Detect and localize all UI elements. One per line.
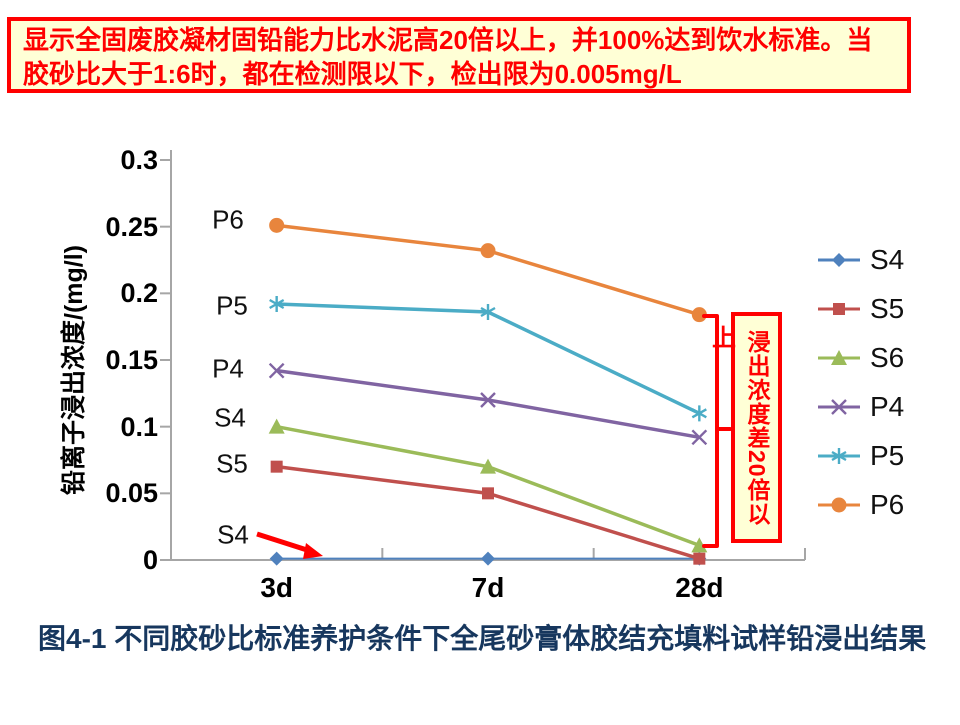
marker-square [833,303,845,315]
series-line-S5 [276,464,700,561]
red-arrow-head [303,543,323,559]
legend-marker-icon [818,497,860,513]
series-point-label: P5 [216,290,248,321]
marker-asterisk [480,304,496,320]
marker-circle [831,497,847,513]
marker-asterisk [831,448,847,464]
marker-circle [269,217,285,233]
y-tick-label: 0.3 [120,145,158,175]
x-category-label: 7d [471,572,505,603]
legend-item-S5: S5 [816,293,904,325]
marker-asterisk [691,405,707,422]
x-category-label: 28d [675,572,724,603]
series-line-P5 [276,302,701,415]
legend-item-label: S5 [870,293,905,324]
legend-marker-icon [818,448,860,464]
red-arrow-line [256,531,308,553]
marker-x [480,392,496,408]
series-line-S6 [276,424,700,547]
legend-item-label: S4 [870,244,905,275]
marker-square [693,552,706,565]
legend-item-S6: S6 [816,342,904,374]
series-point-label: P6 [212,204,244,235]
marker-asterisk [269,296,285,312]
legend-item-label: S6 [870,342,905,373]
marker-x [268,362,285,379]
marker-triangle [480,458,496,474]
annotation-box: 浸出浓度差20倍以 [731,312,782,543]
marker-square [482,487,494,500]
header-line-1: 显示全固废胶凝材固铅能力比水泥高20倍以上，并100%达到饮水标准。当 [23,25,873,55]
annotation-overflow-char: 上 [712,325,736,352]
legend-marker-icon [818,350,860,365]
y-tick-label: 0.2 [120,278,158,309]
marker-triangle [691,537,708,553]
series-point-label: S5 [216,448,248,479]
legend-item-P6: P6 [816,489,904,521]
y-tick-label: 0 [142,545,158,575]
header-box: 显示全固废胶凝材固铅能力比水泥高20倍以上，并100%达到饮水标准。当 胶砂比大… [7,17,911,93]
series-line-P6 [276,223,700,317]
legend-item-label: P4 [870,391,905,422]
series-point-label: P4 [212,353,244,384]
y-axis-title: 铅离子浸出浓度/(mg/l) [60,245,88,495]
marker-circle [480,243,496,259]
series-point-label: S4 [217,519,249,550]
header-line-2: 胶砂比大于1:6时，都在检测限以下，检出限为0.005mg/L [23,59,682,89]
range-bracket [702,314,732,548]
legend-marker-icon [818,253,860,267]
marker-diamond [832,253,846,267]
figure-caption: 图4-1 不同胶砂比标准养护条件下全尾砂膏体胶结充填料试样铅浸出结果 [38,623,927,654]
series-point-label: S4 [214,402,246,433]
marker-diamond [481,551,495,566]
series-line-P4 [276,368,700,440]
y-tick-label: 0.05 [105,478,158,509]
legend-item-S4: S4 [816,244,904,276]
marker-x [831,399,847,415]
annotation-text: 浸出浓度差20倍以 [744,329,770,526]
legend: S4 S5 S6 P4 P5 P6 [816,244,904,538]
legend-item-label: P5 [870,440,905,471]
y-tick-label: 0.15 [105,345,158,375]
legend-marker-icon [818,303,860,315]
legend-marker-icon [818,399,860,415]
y-tick-label: 0.25 [105,211,158,242]
x-category-label: 3d [260,572,293,603]
y-tick-label: 0.1 [120,411,158,442]
marker-x [691,429,708,446]
marker-diamond [269,551,284,566]
legend-item-P4: P4 [816,391,904,423]
marker-square [270,460,283,473]
legend-item-label: P6 [870,489,905,520]
legend-item-P5: P5 [816,440,904,472]
marker-circle [691,307,707,323]
marker-triangle [268,418,285,434]
marker-triangle [831,350,847,365]
